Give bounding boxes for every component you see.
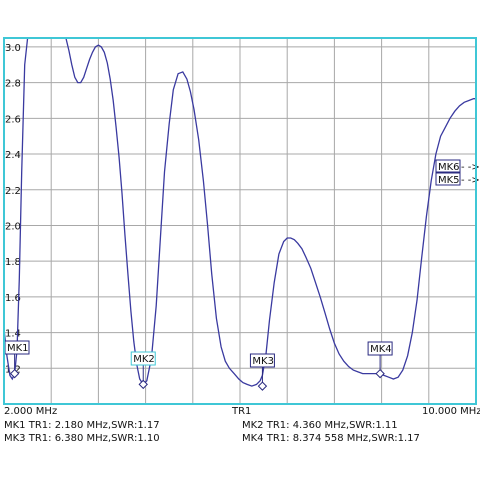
marker-label: MK6 — [438, 162, 460, 173]
y-tick-label: 2.4 — [5, 150, 21, 161]
marker-label: MK5 — [438, 175, 460, 186]
y-tick-label: 2.0 — [5, 221, 21, 232]
y-tick-label: 2.8 — [5, 79, 21, 90]
marker-readout-mk1: MK1 TR1: 2.180 MHz,SWR:1.17 — [4, 420, 160, 431]
marker-label: MK2 — [133, 354, 155, 365]
stop-frequency-label: 10.000 MHz — [422, 406, 480, 417]
offscreen-marker-mk5: MK5- -> — [436, 173, 480, 186]
marker-label: MK3 — [252, 356, 274, 367]
trace-name-label: TR1 — [232, 406, 251, 417]
marker-readout-mk3: MK3 TR1: 6.380 MHz,SWR:1.10 — [4, 433, 160, 444]
start-frequency-label: 2.000 MHz — [4, 406, 57, 417]
marker-label: MK4 — [370, 344, 392, 355]
marker-readout-mk2: MK2 TR1: 4.360 MHz,SWR:1.11 — [242, 420, 398, 431]
y-tick-label: 2.2 — [5, 186, 21, 197]
marker-label: MK1 — [7, 343, 29, 354]
offscreen-marker-mk6: MK6- -> — [436, 160, 480, 173]
y-tick-label: 2.6 — [5, 114, 21, 125]
y-tick-label: 1.4 — [5, 329, 21, 340]
marker-readout-mk4: MK4 TR1: 8.374 558 MHz,SWR:1.17 — [242, 433, 420, 444]
y-tick-label: 3.0 — [5, 43, 21, 54]
y-tick-label: 1.8 — [5, 257, 21, 268]
